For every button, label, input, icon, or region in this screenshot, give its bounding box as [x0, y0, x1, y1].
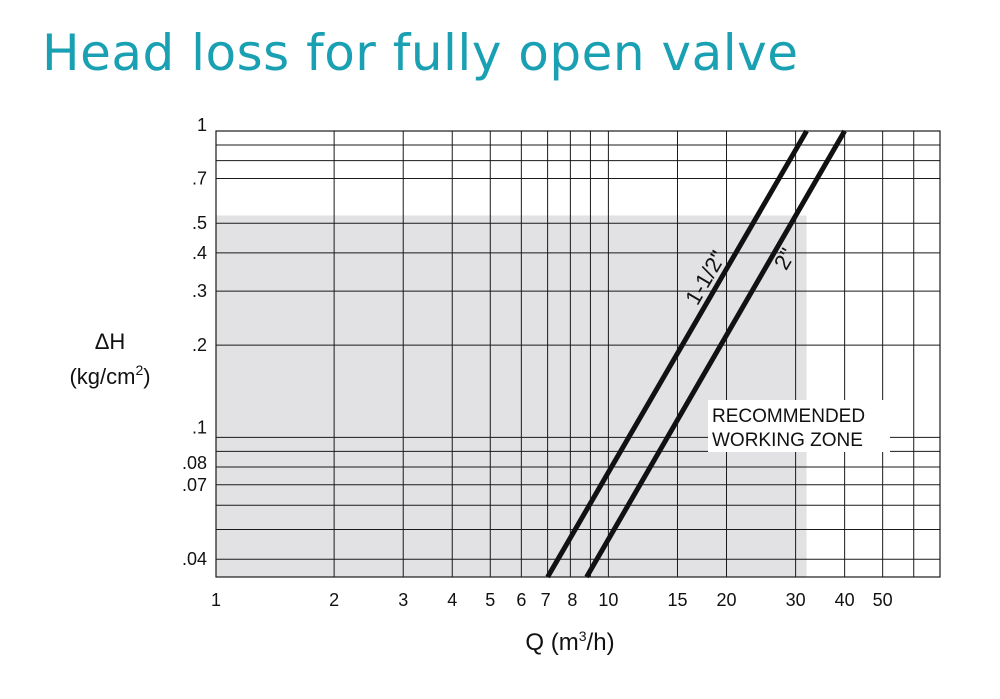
- y-tick-label: .5: [192, 213, 207, 233]
- zone-label-bg: [708, 400, 890, 452]
- zone-label-line1: RECOMMENDED: [712, 406, 865, 427]
- x-tick-label: 1: [211, 590, 221, 610]
- annotations-layer: RECOMMENDED WORKING ZONE: [708, 400, 890, 452]
- y-tick-label: 1: [197, 115, 207, 135]
- series-line: [545, 129, 809, 579]
- x-tick-label: 8: [567, 590, 577, 610]
- x-tick-label: 7: [541, 590, 551, 610]
- plot-frame: [215, 130, 941, 578]
- x-tick-label: 2: [329, 590, 339, 610]
- x-tick-label: 30: [786, 590, 806, 610]
- y-tick-label: .1: [192, 417, 207, 437]
- x-tick-label: 40: [835, 590, 855, 610]
- grid-layer: [215, 130, 941, 578]
- x-tick-label: 6: [516, 590, 526, 610]
- y-axis-label: ΔH (kg/cm2): [40, 328, 180, 391]
- y-tick-label: .07: [182, 475, 207, 495]
- tick-labels-layer: 1 2 3 4 5 6 7 8 10 15 20 30 40 50 1 .7 .5 .4 .3 .2 .1 .08.07.…: [182, 115, 893, 610]
- series-line: [584, 129, 847, 579]
- chart-title: Head loss for fully open valve: [42, 24, 799, 82]
- recommended-zone-layer: [216, 215, 807, 578]
- y-tick-label: .2: [192, 335, 207, 355]
- x-tick-label: 15: [667, 590, 687, 610]
- y-tick-label: .7: [192, 168, 207, 188]
- x-tick-label: 10: [598, 590, 618, 610]
- y-tick-label: .08: [182, 453, 207, 473]
- y-tick-label: .04: [182, 549, 207, 569]
- y-axis-label-line1: ΔH: [94, 329, 126, 354]
- y-axis-label-line2: (kg/cm2): [69, 362, 151, 389]
- x-axis-label: Q (m3/h): [525, 628, 615, 656]
- y-tick-label: .4: [192, 243, 207, 263]
- zone-label-line2: WORKING ZONE: [712, 430, 863, 451]
- x-tick-label: 5: [485, 590, 495, 610]
- x-tick-label: 20: [716, 590, 736, 610]
- x-tick-label: 3: [398, 590, 408, 610]
- y-tick-label: .3: [192, 281, 207, 301]
- x-tick-label: 4: [447, 590, 457, 610]
- recommended-zone: [216, 215, 807, 578]
- x-tick-label: 50: [873, 590, 893, 610]
